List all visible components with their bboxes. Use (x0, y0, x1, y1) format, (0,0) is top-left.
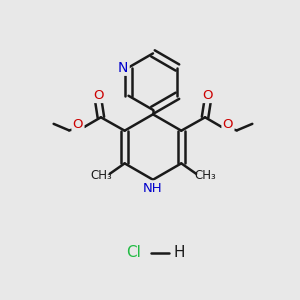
Text: CH₃: CH₃ (90, 169, 112, 182)
Text: NH: NH (143, 182, 163, 194)
Text: O: O (223, 118, 233, 131)
Text: O: O (73, 118, 83, 131)
Text: H: H (174, 245, 185, 260)
Text: O: O (202, 89, 213, 102)
Text: CH₃: CH₃ (194, 169, 216, 182)
Text: N: N (118, 61, 128, 74)
Text: O: O (93, 89, 104, 102)
Text: Cl: Cl (126, 245, 141, 260)
